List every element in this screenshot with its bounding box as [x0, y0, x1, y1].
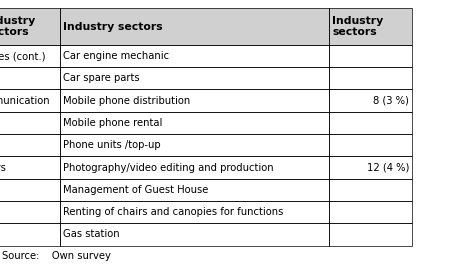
Bar: [329, 223, 412, 246]
Text: Mobile phone distribution: Mobile phone distribution: [63, 96, 190, 106]
Bar: [60, 67, 329, 89]
Bar: [0, 223, 60, 246]
Bar: [60, 45, 329, 67]
Text: Photography/video editing and production: Photography/video editing and production: [63, 163, 273, 172]
Bar: [329, 8, 412, 45]
Bar: [0, 179, 60, 201]
Bar: [60, 112, 329, 134]
Bar: [0, 8, 60, 45]
Text: 12 (4 %): 12 (4 %): [367, 163, 409, 172]
Bar: [0, 201, 60, 223]
Text: Industry sectors: Industry sectors: [63, 21, 163, 32]
Text: Industry
sectors: Industry sectors: [332, 16, 383, 37]
Text: vices (cont.): vices (cont.): [0, 51, 46, 61]
Bar: [329, 179, 412, 201]
Text: Gas station: Gas station: [63, 230, 119, 239]
Text: Management of Guest House: Management of Guest House: [63, 185, 208, 195]
Text: hers: hers: [0, 163, 6, 172]
Bar: [60, 8, 329, 45]
Bar: [0, 8, 60, 45]
Text: Renting of chairs and canopies for functions: Renting of chairs and canopies for funct…: [63, 207, 283, 217]
Bar: [60, 134, 329, 156]
Bar: [329, 112, 412, 134]
Bar: [60, 201, 329, 223]
Bar: [329, 67, 412, 89]
Text: Source:    Own survey: Source: Own survey: [2, 251, 111, 261]
Bar: [0, 89, 60, 112]
Bar: [329, 201, 412, 223]
Text: Car spare parts: Car spare parts: [63, 73, 140, 83]
Bar: [329, 89, 412, 112]
Bar: [0, 156, 60, 179]
Bar: [60, 223, 329, 246]
Text: 8 (3 %): 8 (3 %): [373, 96, 409, 106]
Text: Car engine mechanic: Car engine mechanic: [63, 51, 169, 61]
Bar: [0, 45, 60, 67]
Bar: [60, 8, 329, 45]
Bar: [0, 67, 60, 89]
Text: Phone units /top-up: Phone units /top-up: [63, 140, 160, 150]
Text: Mobile phone rental: Mobile phone rental: [63, 118, 162, 128]
Bar: [0, 134, 60, 156]
Bar: [60, 156, 329, 179]
Bar: [60, 89, 329, 112]
Bar: [0, 112, 60, 134]
Bar: [329, 8, 412, 45]
Bar: [329, 156, 412, 179]
Bar: [329, 45, 412, 67]
Bar: [60, 179, 329, 201]
Text: mmunication: mmunication: [0, 96, 50, 106]
Bar: [329, 134, 412, 156]
Text: Industry
sectors: Industry sectors: [0, 16, 35, 37]
